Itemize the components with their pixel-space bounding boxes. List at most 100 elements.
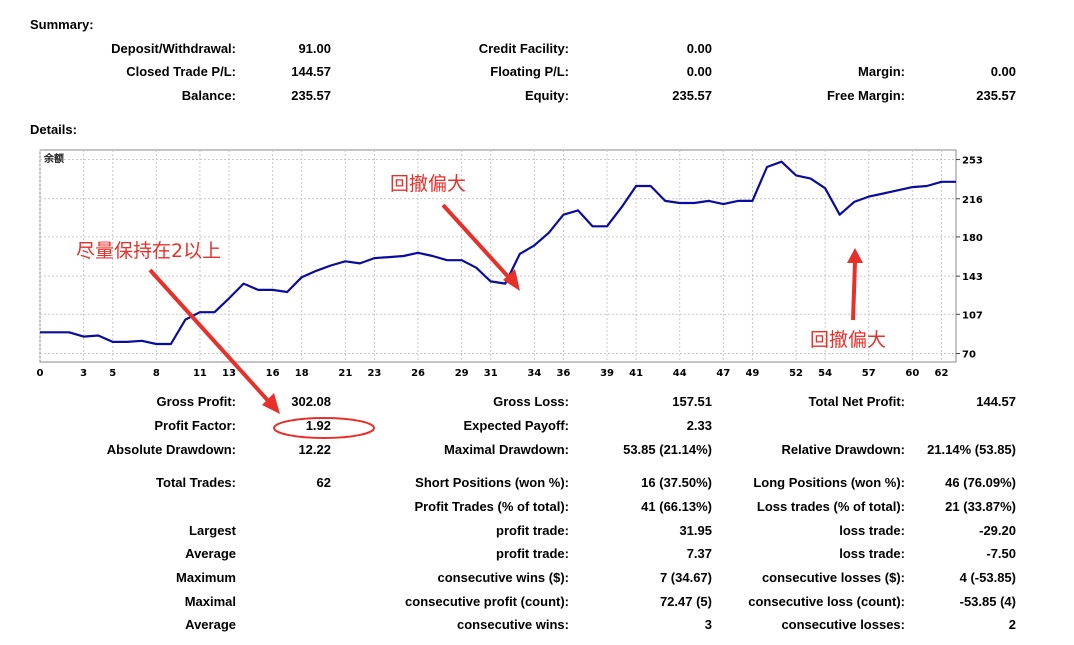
expected-payoff-label: Expected Payoff:: [463, 418, 569, 433]
average-consec-loss-label: consecutive losses:: [781, 617, 905, 632]
long-positions-label: Long Positions (won %):: [753, 475, 905, 490]
x-tick-label: 41: [629, 368, 643, 379]
arrowhead-drawdown-1: [503, 269, 520, 291]
y-tick-label: 216: [962, 195, 983, 206]
average-consec-profit-label: consecutive wins:: [457, 617, 569, 632]
annotation-arrows: [148, 203, 863, 414]
largest-label: Largest: [189, 523, 236, 538]
maximum-loss-label: consecutive losses ($):: [761, 570, 905, 585]
maximal-loss-value: -53.85 (4): [959, 594, 1016, 609]
x-tick-label: 44: [673, 368, 687, 379]
x-tick-label: 39: [600, 368, 614, 379]
floating-pl-value: 0.00: [686, 64, 712, 79]
annotation-keep-above-2: 尽量保持在2以上: [76, 240, 222, 262]
arrow-drawdown-2: [851, 261, 857, 321]
gross-profit-value: 302.08: [291, 394, 331, 409]
x-tick-label: 49: [745, 368, 759, 379]
total-net-profit-value: 144.57: [976, 394, 1016, 409]
total-trades-value: 62: [316, 475, 331, 490]
x-tick-label: 47: [716, 368, 730, 379]
x-tick-label: 57: [862, 368, 876, 379]
short-positions-value: 16 (37.50%): [641, 475, 712, 490]
largest-loss-label: loss trade:: [839, 523, 905, 538]
average-loss-label: loss trade:: [839, 546, 905, 561]
y-tick-label: 253: [962, 156, 983, 167]
details-title: Details:: [30, 122, 77, 137]
arrowhead-profit-factor: [262, 393, 280, 414]
x-tick-label: 8: [153, 368, 160, 379]
largest-loss-value: -29.20: [979, 523, 1016, 538]
x-tick-label: 3: [80, 368, 87, 379]
arrow-profit-factor: [148, 268, 273, 406]
summary-title: Summary:: [30, 17, 94, 32]
x-tick-label: 52: [789, 368, 803, 379]
arrow-drawdown-1: [441, 203, 514, 283]
average-loss-value: -7.50: [986, 546, 1016, 561]
annotation-drawdown-large-2: 回撤偏大: [810, 329, 887, 351]
maximal-profit-label: consecutive profit (count):: [405, 594, 569, 609]
x-tick-label: 0: [37, 368, 44, 379]
free-margin-label: Free Margin:: [826, 88, 905, 103]
total-trades-label: Total Trades:: [156, 475, 236, 490]
maximal-drawdown-value: 53.85 (21.14%): [623, 442, 712, 457]
maximal-label: Maximal: [184, 594, 236, 609]
x-tick-label: 26: [411, 368, 425, 379]
y-tick-label: 107: [962, 310, 983, 321]
x-tick-label: 18: [295, 368, 309, 379]
balance-value: 235.57: [291, 88, 331, 103]
margin-value: 0.00: [990, 64, 1016, 79]
average-consec-label: Average: [185, 617, 236, 632]
loss-trades-value: 21 (33.87%): [945, 499, 1016, 514]
short-positions-label: Short Positions (won %):: [415, 475, 569, 490]
largest-profit-value: 31.95: [679, 523, 712, 538]
gross-profit-label: Gross Profit:: [156, 394, 236, 409]
maximum-loss-value: 4 (-53.85): [959, 570, 1016, 585]
x-tick-label: 36: [556, 368, 570, 379]
balance-label: Balance:: [181, 88, 236, 103]
y-tick-label: 143: [962, 272, 983, 283]
gross-loss-label: Gross Loss:: [493, 394, 569, 409]
closed-trade-pl-label: Closed Trade P/L:: [126, 64, 236, 79]
absolute-drawdown-label: Absolute Drawdown:: [106, 442, 236, 457]
floating-pl-label: Floating P/L:: [490, 64, 569, 79]
total-net-profit-label: Total Net Profit:: [808, 394, 905, 409]
relative-drawdown-label: Relative Drawdown:: [781, 442, 905, 457]
gross-loss-value: 157.51: [672, 394, 712, 409]
maximal-loss-label: consecutive loss (count):: [748, 594, 905, 609]
long-positions-value: 46 (76.09%): [945, 475, 1016, 490]
maximum-profit-label: consecutive wins ($):: [437, 570, 569, 585]
arrowhead-drawdown-2: [847, 248, 863, 263]
profit-factor-label: Profit Factor:: [154, 418, 236, 433]
chart-title: 余额: [43, 152, 64, 165]
average-consec-loss-value: 2: [1008, 617, 1016, 632]
equity-value: 235.57: [672, 88, 712, 103]
average-profit-label: profit trade:: [496, 546, 569, 561]
x-tick-label: 62: [934, 368, 948, 379]
equity-label: Equity:: [524, 88, 569, 103]
maximum-profit-value: 7 (34.67): [659, 570, 712, 585]
x-tick-label: 54: [818, 368, 832, 379]
deposit-withdrawal-label: Deposit/Withdrawal:: [111, 41, 236, 56]
x-tick-label: 23: [367, 368, 381, 379]
x-tick-label: 31: [484, 368, 498, 379]
balance-series-line: [40, 160, 956, 346]
average-profit-value: 7.37: [686, 546, 712, 561]
average-consec-profit-value: 3: [704, 617, 712, 632]
x-tick-label: 60: [905, 368, 919, 379]
x-tick-label: 34: [527, 368, 541, 379]
x-axis: 0 3 5 8 11 13 16 18 21 23 26 29 31 34 36 39 41 44 47 49 52 54…: [37, 368, 949, 379]
profit-factor-value: 1.92: [305, 418, 331, 433]
average-label: Average: [185, 546, 236, 561]
x-tick-label: 11: [193, 368, 207, 379]
profit-trades-value: 41 (66.13%): [641, 499, 712, 514]
closed-trade-pl-value: 144.57: [291, 64, 331, 79]
profit-factor-highlight-circle: [273, 417, 375, 439]
maximal-drawdown-label: Maximal Drawdown:: [444, 442, 569, 457]
x-tick-label: 16: [266, 368, 280, 379]
x-tick-label: 13: [222, 368, 236, 379]
largest-profit-label: profit trade:: [496, 523, 569, 538]
y-tick-label: 70: [962, 350, 976, 361]
credit-facility-label: Credit Facility:: [478, 41, 569, 56]
annotation-drawdown-large-1: 回撤偏大: [390, 173, 467, 195]
